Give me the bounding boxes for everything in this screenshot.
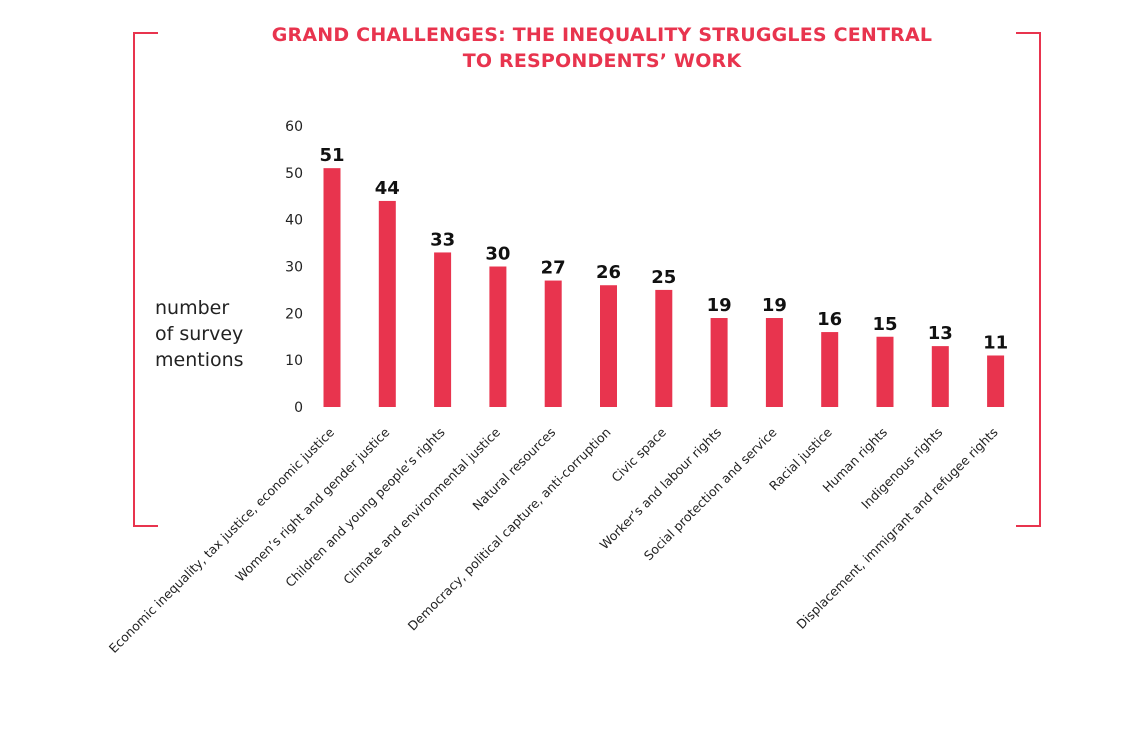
- value-labels: 51 44 33 30 27 26 25 19 19 16 15 13 11: [319, 145, 1008, 353]
- y-tick-label: 0: [294, 400, 303, 416]
- y-axis-ticks: 0 10 20 30 40 50 60: [285, 119, 303, 416]
- y-axis-label-line-1: number: [155, 297, 230, 319]
- x-tick-label: Democracy, political capture, anti-corru…: [405, 425, 614, 634]
- bar: [655, 289, 673, 407]
- bar-value-label: 27: [541, 258, 566, 279]
- bar: [876, 336, 894, 407]
- y-tick-label: 60: [285, 119, 303, 135]
- y-axis-label-line-2: of survey: [155, 323, 244, 345]
- bar-value-label: 44: [375, 178, 400, 199]
- bars: [323, 168, 1005, 407]
- bar-value-label: 15: [872, 314, 897, 335]
- frame-bracket-left: [133, 32, 158, 527]
- bar: [489, 266, 507, 407]
- x-tick-label: Displacement, immigrant and refugee righ…: [793, 425, 1000, 632]
- y-axis-label-line-3: mentions: [155, 349, 244, 371]
- bar: [378, 200, 396, 407]
- frame-bracket-right: [1016, 32, 1041, 527]
- bar-value-label: 11: [983, 332, 1008, 353]
- bar: [765, 318, 783, 407]
- bar: [931, 346, 949, 407]
- bar: [987, 355, 1005, 407]
- bar-value-label: 33: [430, 229, 455, 250]
- y-tick-label: 20: [285, 306, 303, 322]
- bar-value-label: 16: [817, 309, 842, 330]
- y-tick-label: 40: [285, 213, 303, 229]
- bar: [821, 332, 839, 407]
- bar-value-label: 19: [762, 295, 787, 316]
- chart-title-line-2: TO RESPONDENTS’ WORK: [462, 50, 742, 72]
- bar: [434, 252, 452, 407]
- bar: [710, 318, 728, 407]
- bar: [544, 280, 562, 407]
- chart-title-line-1: GRAND CHALLENGES: THE INEQUALITY STRUGGL…: [271, 24, 933, 46]
- y-tick-label: 50: [285, 166, 303, 182]
- bar-value-label: 30: [485, 244, 510, 265]
- bar-value-label: 19: [707, 295, 732, 316]
- bar: [323, 168, 341, 407]
- y-tick-label: 30: [285, 260, 303, 276]
- bar-value-label: 51: [319, 145, 344, 166]
- bar: [600, 285, 617, 407]
- chart-frame: [133, 32, 1041, 527]
- bar-value-label: 13: [928, 323, 953, 344]
- bar-value-label: 25: [651, 267, 676, 288]
- x-tick-label: Civic space: [608, 424, 669, 485]
- y-tick-label: 10: [285, 353, 303, 369]
- x-tick-label: Economic inequality, tax justice, econom…: [106, 424, 338, 656]
- bar-value-label: 26: [596, 262, 621, 283]
- x-axis-labels: Economic inequality, tax justice, econom…: [106, 424, 1001, 656]
